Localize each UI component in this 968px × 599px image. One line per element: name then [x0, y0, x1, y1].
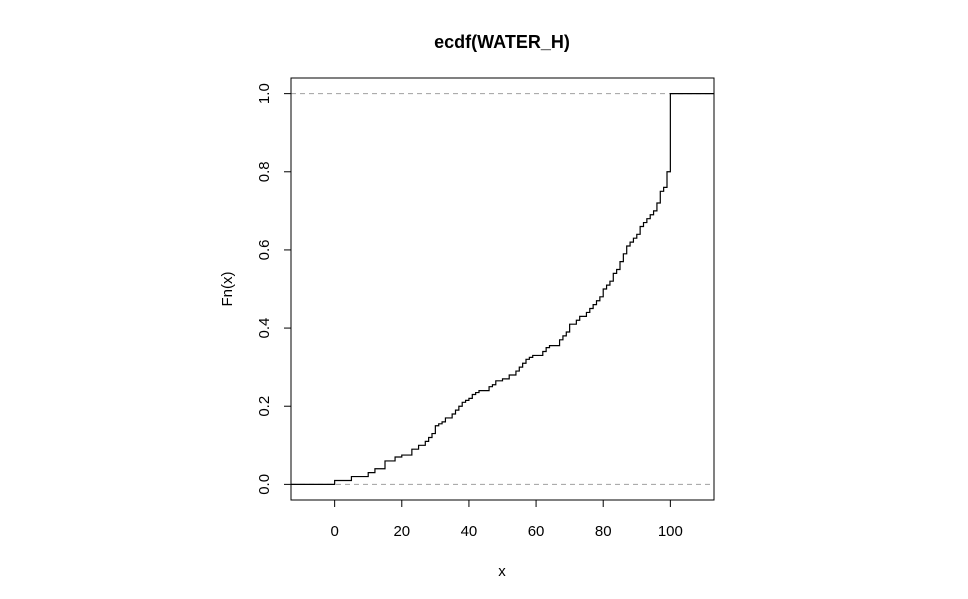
- x-tick-label-3: 60: [528, 523, 545, 540]
- y-tick-label-4: 0.8: [256, 161, 273, 182]
- y-axis-label: Fn(x): [219, 272, 236, 307]
- x-tick-label-4: 80: [595, 523, 612, 540]
- x-axis-label: x: [498, 563, 506, 580]
- y-tick-label-2: 0.4: [256, 318, 273, 339]
- plot-frame: [290, 77, 715, 501]
- ecdf-series-path: [291, 93, 714, 485]
- reference-lines: [291, 93, 714, 485]
- chart-title: ecdf(WATER_H): [434, 32, 570, 52]
- x-tick-label-5: 100: [658, 523, 683, 540]
- y-tick-label-5: 1.0: [256, 83, 273, 104]
- x-axis: 0 20 40 60 80 100: [330, 500, 683, 540]
- y-tick-label-1: 0.2: [256, 396, 273, 417]
- y-tick-label-3: 0.6: [256, 239, 273, 260]
- y-axis: 0.0 0.2 0.4 0.6 0.8 1.0: [256, 83, 291, 495]
- x-tick-label-2: 40: [461, 523, 478, 540]
- x-tick-label-0: 0: [330, 523, 338, 540]
- y-tick-label-0: 0.0: [256, 474, 273, 495]
- x-tick-label-1: 20: [393, 523, 410, 540]
- ecdf-step-line: [291, 93, 714, 485]
